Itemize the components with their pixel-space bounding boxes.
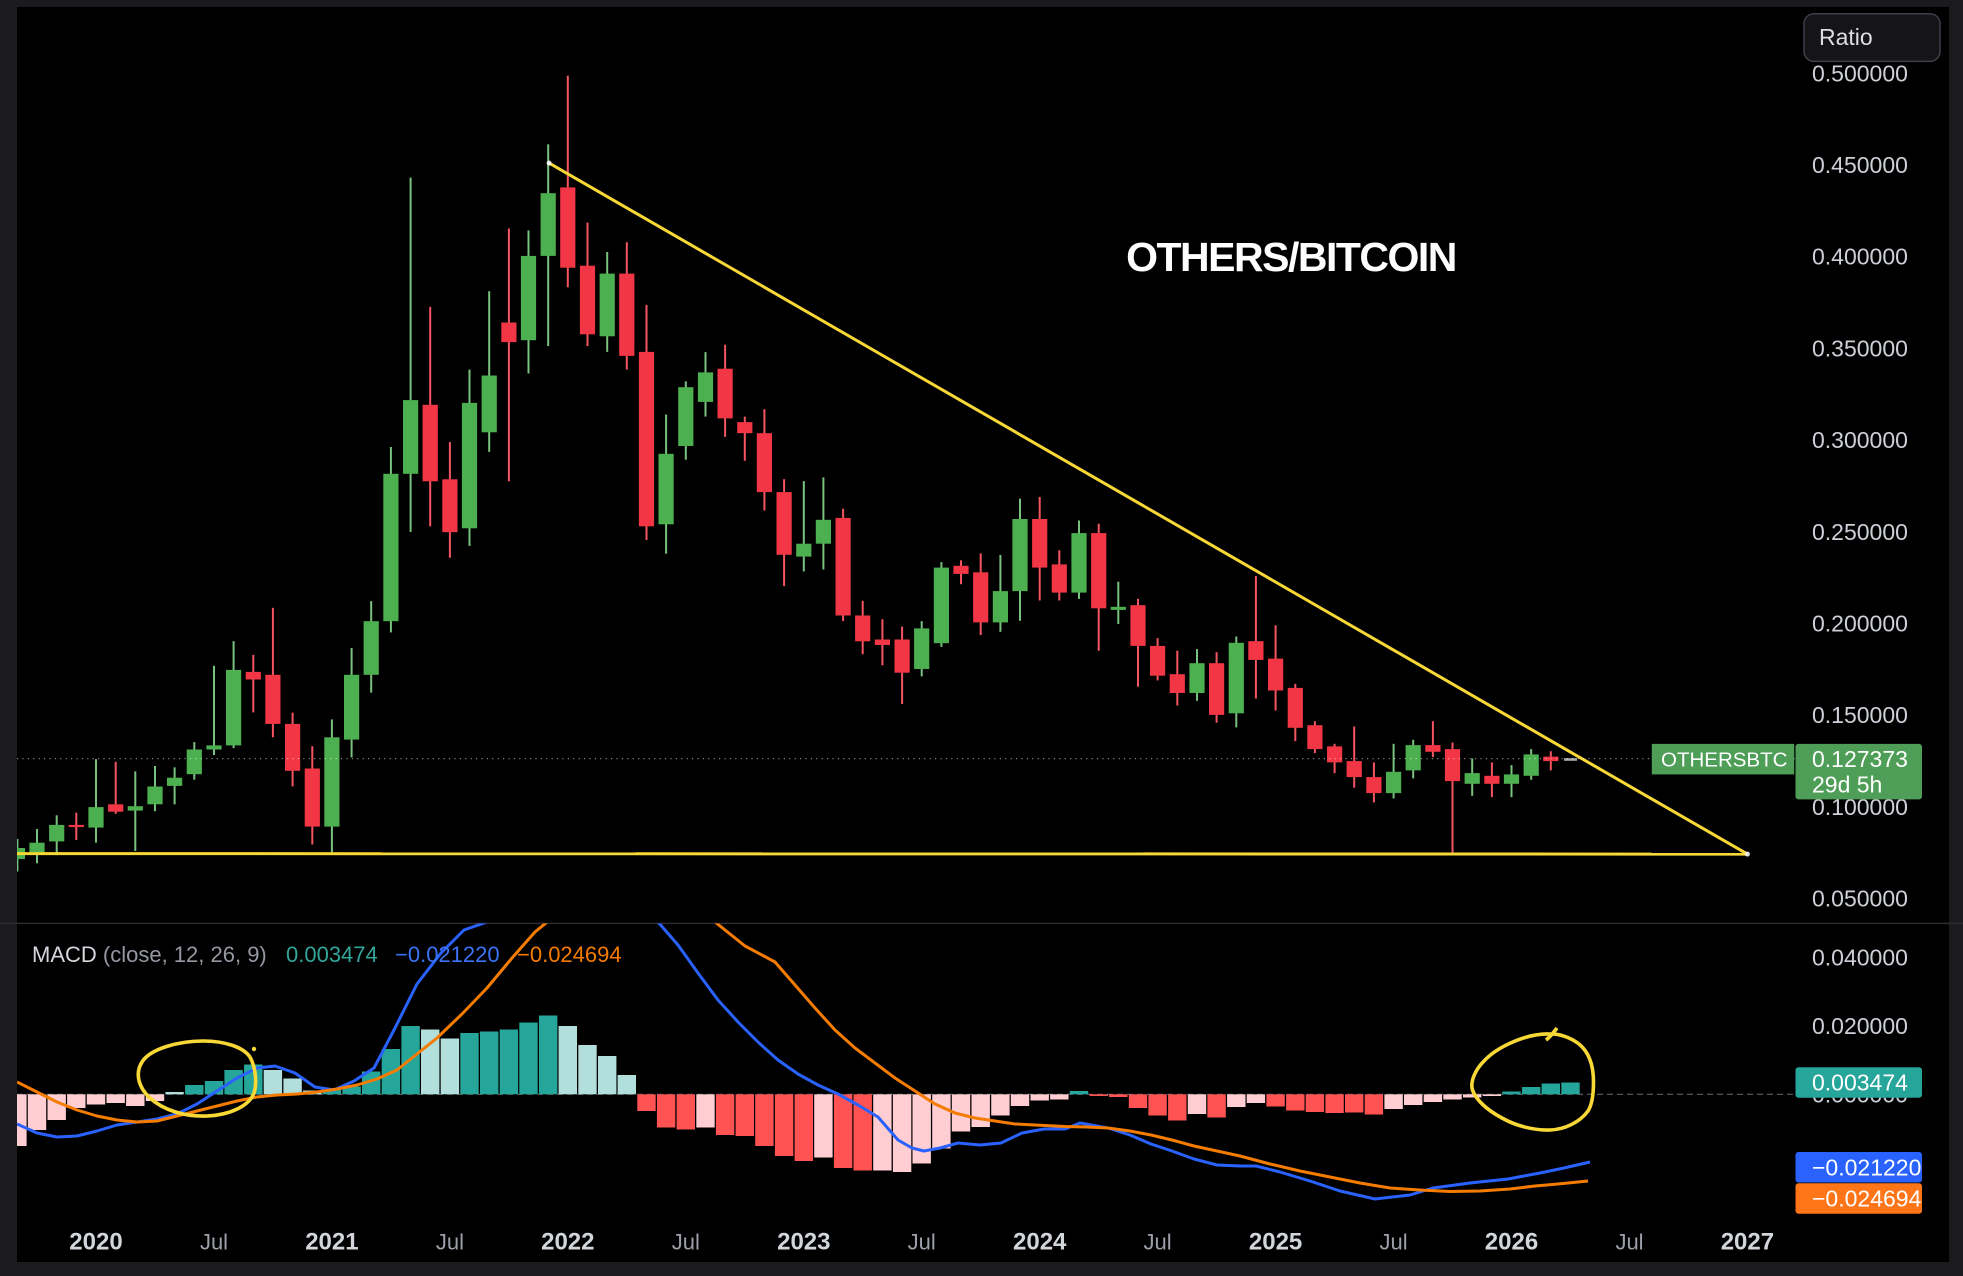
svg-text:Jul: Jul [200,1230,228,1255]
svg-text:−0.021220: −0.021220 [1812,1155,1921,1181]
svg-text:Jul: Jul [1380,1230,1408,1255]
svg-text:0.450000: 0.450000 [1812,152,1908,178]
svg-text:0.300000: 0.300000 [1812,427,1908,453]
svg-text:−0.021220: −0.021220 [395,942,500,967]
svg-text:0.500000: 0.500000 [1812,60,1908,86]
svg-text:2025: 2025 [1249,1229,1302,1256]
svg-text:−0.024694: −0.024694 [1812,1186,1922,1212]
svg-text:OTHERS/BITCOIN: OTHERS/BITCOIN [1126,234,1456,280]
svg-text:2021: 2021 [305,1229,358,1256]
svg-text:0.003474: 0.003474 [1812,1070,1908,1096]
svg-text:0.040000: 0.040000 [1812,944,1908,970]
svg-text:0.050000: 0.050000 [1812,886,1908,912]
svg-text:Jul: Jul [908,1230,936,1255]
svg-text:Ratio: Ratio [1819,24,1873,50]
svg-text:0.150000: 0.150000 [1812,702,1908,728]
svg-text:Jul: Jul [436,1230,464,1255]
svg-text:2027: 2027 [1721,1229,1774,1256]
svg-text:0.350000: 0.350000 [1812,335,1908,361]
svg-text:0.020000: 0.020000 [1812,1013,1908,1039]
svg-text:OTHERSBTC: OTHERSBTC [1661,748,1788,771]
svg-text:MACD (close, 12, 26, 9): MACD (close, 12, 26, 9) [32,942,267,967]
svg-text:2022: 2022 [541,1229,594,1256]
svg-text:0.400000: 0.400000 [1812,244,1908,270]
svg-text:Jul: Jul [1144,1230,1172,1255]
svg-text:2023: 2023 [777,1229,830,1256]
svg-text:0.250000: 0.250000 [1812,519,1908,545]
svg-text:−0.024694: −0.024694 [517,942,622,967]
svg-text:2020: 2020 [69,1229,122,1256]
svg-text:0.200000: 0.200000 [1812,611,1908,637]
svg-text:2026: 2026 [1485,1229,1538,1256]
svg-text:Jul: Jul [672,1230,700,1255]
svg-text:0.127373: 0.127373 [1812,746,1908,772]
svg-text:0.003474: 0.003474 [286,942,378,967]
svg-text:29d 5h: 29d 5h [1812,772,1882,798]
svg-text:2024: 2024 [1013,1229,1067,1256]
svg-text:Jul: Jul [1615,1230,1643,1255]
